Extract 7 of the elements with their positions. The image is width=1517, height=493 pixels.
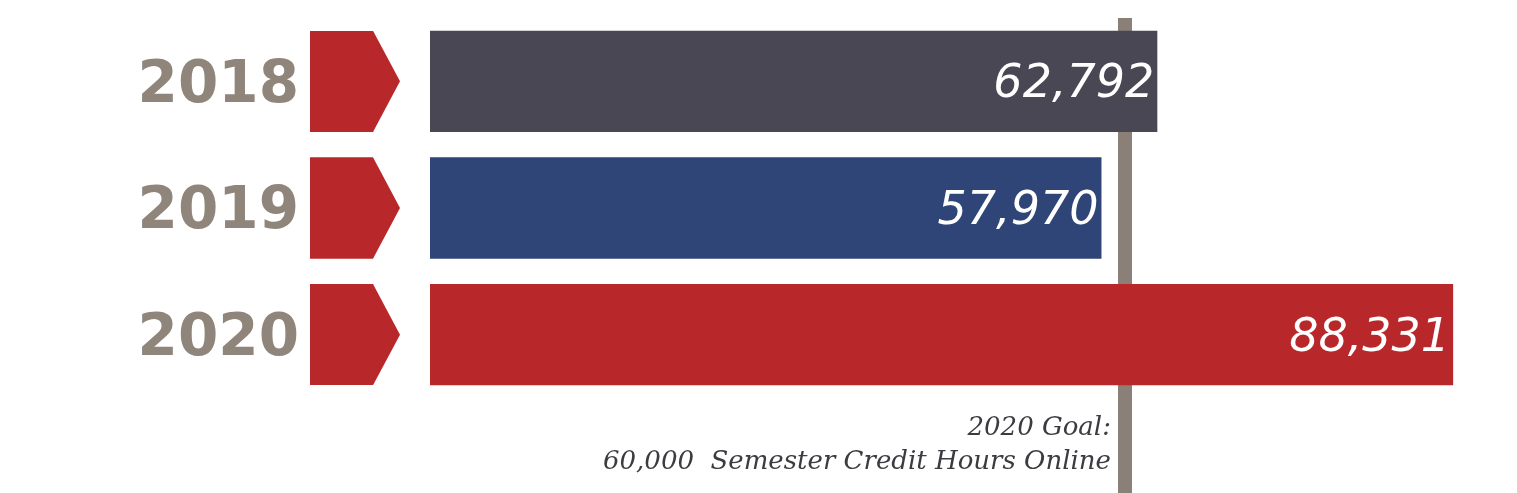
y-tick-label: 2020 [137, 300, 299, 369]
y-tick-label: 2018 [137, 47, 299, 116]
data-label: 62,792 [993, 54, 1155, 109]
data-label: 88,331 [1289, 307, 1451, 362]
data-label: 57,970 [937, 181, 1099, 235]
ref-line-label: 2020 Goal: 60,000 Semester Credit Hours Online [603, 411, 1111, 475]
y-tick-label: 2019 [137, 174, 299, 243]
